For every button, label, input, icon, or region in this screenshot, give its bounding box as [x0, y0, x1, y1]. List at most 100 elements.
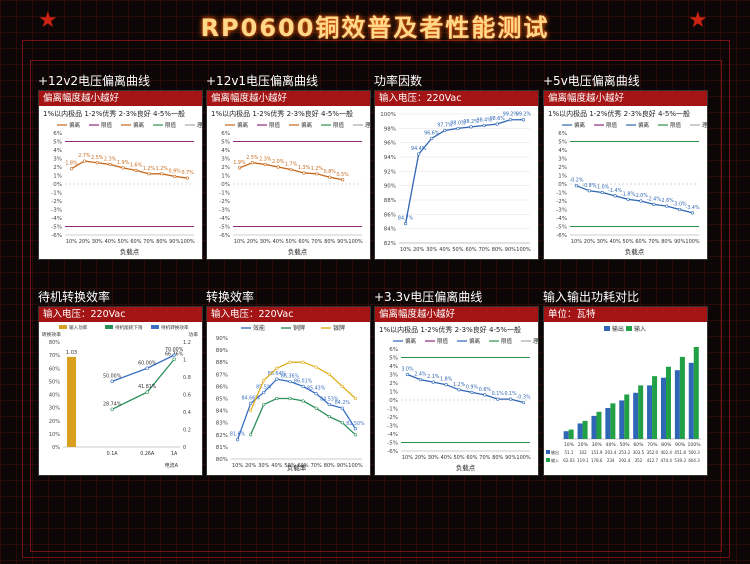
y-tick-label: -2% [556, 199, 567, 205]
table-cell: 102 [579, 450, 587, 455]
data-point [249, 408, 253, 413]
data-point [521, 118, 526, 122]
legend-label: 效能 [253, 324, 265, 332]
data-point [147, 172, 151, 176]
legend-label: 理想值 [365, 121, 370, 129]
x-tick-label: 40% [271, 463, 282, 469]
data-point [69, 167, 74, 171]
x-tick-label: 40% [273, 239, 284, 245]
data-point [587, 189, 591, 193]
series-line [404, 119, 524, 224]
bar [591, 415, 597, 439]
data-label: -2.4% [647, 196, 661, 202]
y-tick-label: 4% [558, 148, 567, 154]
y-tick-label: -6% [556, 233, 567, 239]
legend-label: 偏离 [133, 121, 145, 129]
x-tick-label: 80% [324, 239, 335, 245]
chart-panel: 偏离幅度越小越好 1%以内极品 1-2%优秀 2-3%良好 4-5%一般 偏离 限值偏… [206, 90, 371, 260]
data-label: 1.8% [440, 377, 453, 383]
y-tick-label: 96% [384, 141, 396, 147]
y-tick-label: 82% [216, 433, 228, 439]
y-tick-label: -3% [219, 208, 230, 214]
legend-label: 限值 [101, 121, 113, 129]
data-label: 41.81% [138, 384, 157, 390]
panel-title: +12v2电压偏离曲线 [38, 74, 151, 88]
x-tick-label: 1A [171, 451, 178, 457]
data-point [509, 397, 513, 401]
y-axis-label: 功率 [188, 331, 198, 338]
x-tick-label: 0.26A [140, 451, 155, 457]
x-tick-label: 100% [687, 442, 701, 448]
x-tick-label: 0.1A [107, 451, 119, 457]
data-point [288, 396, 292, 401]
table-cell: 51.1 [564, 450, 573, 455]
data-label: 66.76% [165, 351, 184, 357]
data-point [508, 118, 512, 122]
x-tick-label: 20% [79, 239, 90, 245]
legend-swatch [151, 325, 159, 329]
x-tick-label: 50% [452, 247, 463, 253]
table-cell: 253.2 [619, 450, 631, 455]
data-point [301, 360, 305, 364]
series-line [407, 373, 524, 404]
x-tick-label: 100% [516, 247, 531, 253]
table-cell: 292.4 [619, 458, 631, 463]
x-tick-label: 100% [348, 463, 363, 469]
data-label: -2.0% [634, 193, 648, 199]
y-axis-label: 转换效率 [42, 331, 61, 338]
y-tick-label: 82% [384, 241, 396, 247]
bar [652, 376, 658, 439]
legend-label: 偏离 [574, 121, 586, 129]
x-axis-label: 负载率 [287, 463, 307, 472]
data-label: 0.6% [479, 387, 492, 393]
y-tick-label: 1% [389, 390, 398, 396]
data-label: -1.4% [608, 188, 622, 194]
x-axis-label: 负载点 [120, 247, 140, 256]
bar [577, 423, 583, 439]
data-point [340, 406, 344, 410]
legend-label: 限值 [269, 121, 281, 129]
chart-body: 偏离 限值 偏离 限值 理想值 6% 5% 4% 3% 2% 1% 0% -1% -2% -3% -4% -5%… [375, 335, 538, 473]
y-tick-label: 20% [49, 419, 60, 425]
bar [582, 420, 588, 439]
x-tick-label: 20% [415, 455, 426, 461]
data-point [353, 427, 358, 431]
data-point [665, 204, 669, 208]
x-tick-label: 10% [571, 239, 582, 245]
data-point [289, 167, 293, 172]
x-tick-label: 50% [285, 239, 296, 245]
bar [647, 385, 653, 439]
y-tick-label: -5% [51, 225, 62, 231]
data-point [652, 202, 656, 206]
data-point [626, 197, 630, 201]
data-point [249, 433, 253, 437]
data-label: 60.00% [138, 360, 157, 366]
y-tick-label: 2% [221, 165, 230, 171]
y-tick-label: 100% [380, 112, 396, 118]
star-icon: ★ [688, 8, 708, 33]
bar [605, 408, 611, 439]
legend-label: 限值 [165, 121, 177, 129]
x-tick-label: 90% [337, 463, 348, 469]
y-tick-label: 83% [216, 421, 228, 427]
chart-body: 偏离 限值 偏离 限值 理想值 6% 5% 4% 3% 2% 1% 0% -1% -2% -3% -4% -5%… [544, 119, 707, 257]
table-cell: 62.03 [563, 458, 575, 463]
data-point [145, 366, 149, 370]
legend-label: 偏离 [469, 337, 481, 345]
chart-panel: 输入电压：220Vac 输入功率 待机能耗下限 待机转换效率 转换效率 功率 80% 70% 6… [38, 306, 203, 476]
x-tick-label: 30% [426, 247, 437, 253]
legend-label: 铜牌 [293, 324, 305, 332]
data-point [328, 175, 332, 179]
data-label: 0.1% [492, 391, 505, 397]
y-tick-label: 50% [49, 379, 60, 385]
series-line [236, 378, 356, 440]
x-tick-label: 50% [284, 463, 295, 469]
legend-label: 理想值 [197, 121, 202, 129]
x-tick-label: 50% [117, 239, 128, 245]
data-point [495, 122, 499, 126]
y-tick-label: 94% [384, 155, 396, 161]
y-tick-label: -1% [219, 191, 230, 197]
chart-svg: 偏离 限值 偏离 限值 理想值 6% 5% 4% 3% 2% 1% 0% -1% -2% -3% -4% -5%… [219, 121, 370, 256]
y-tick-label: 6% [389, 347, 398, 353]
data-point [327, 402, 331, 407]
